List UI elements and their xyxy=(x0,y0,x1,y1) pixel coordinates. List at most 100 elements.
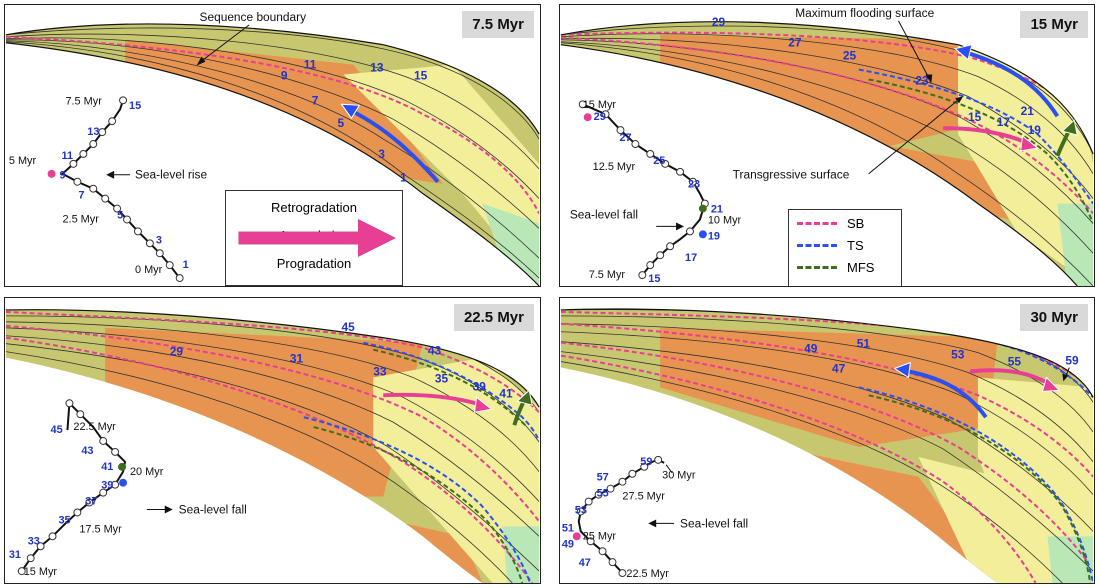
stage-number: 17 xyxy=(997,115,1011,129)
retrogradation-arrow xyxy=(347,107,440,184)
stage-number: 5 xyxy=(338,116,345,130)
curve-number: 53 xyxy=(575,504,587,516)
stage-number: 27 xyxy=(788,36,802,50)
curve-time-label: 17.5 Myr xyxy=(79,523,122,535)
curve-number: 39 xyxy=(101,480,113,492)
stage-number: 49 xyxy=(804,342,818,356)
stage-number: 9 xyxy=(281,68,288,82)
curve-number: 59 xyxy=(640,456,652,468)
legend-mfs: MFS xyxy=(789,256,901,278)
curve-number: 49 xyxy=(562,538,574,550)
curve-number: 23 xyxy=(688,179,700,191)
curve-time-label: 0 Myr xyxy=(135,264,163,276)
curve-time-label: 15 Myr xyxy=(583,99,617,111)
stage-number: 25 xyxy=(843,49,857,63)
sea-level-curve: 22.5 Myr 20 Myr 17.5 Myr 15 Myr 45 43 41… xyxy=(9,399,164,578)
panel-22-5-myr: 45 29 31 43 33 35 39 41 22.5 Myr xyxy=(4,297,541,584)
time-badge: 7.5 Myr xyxy=(462,11,534,38)
stage-number: 15 xyxy=(968,110,982,124)
panel-7-5-myr: 1 3 5 7 9 11 13 15 Sequence boundary xyxy=(4,4,541,287)
stage-number: 43 xyxy=(428,344,442,358)
stage-number: 41 xyxy=(499,386,513,400)
curve-number: 47 xyxy=(579,557,591,569)
stage-number: 35 xyxy=(435,371,449,385)
svg-text:Sea-level fall: Sea-level fall xyxy=(570,207,638,221)
legend-ts: TS xyxy=(789,234,901,256)
curve-time-label: 22.5 Myr xyxy=(73,421,116,433)
stage-number: 39 xyxy=(473,379,487,393)
curve-number: 41 xyxy=(101,461,113,473)
curve-number: 45 xyxy=(51,424,63,436)
curve-number: 17 xyxy=(685,252,697,264)
curve-number: 37 xyxy=(85,496,97,508)
stratigraphy-22-5-myr: 45 29 31 43 33 35 39 41 22.5 Myr xyxy=(5,309,540,583)
curve-time-label: 27.5 Myr xyxy=(622,491,665,503)
panel-30-myr: 49 51 47 53 55 59 30 Myr 27.5 xyxy=(559,297,1095,584)
time-badge: 30 Myr xyxy=(1020,304,1088,331)
curve-time-label: 10 Myr xyxy=(708,214,742,226)
stage-number: 19 xyxy=(1028,123,1042,137)
surface-legend: SB TS MFS xyxy=(788,209,902,286)
stage-number: 13 xyxy=(370,61,384,75)
curve-number: 13 xyxy=(87,126,99,138)
stage-number: 33 xyxy=(373,364,387,378)
curve-number: 21 xyxy=(711,204,723,216)
curve-time-label: 22.5 Myr xyxy=(626,568,669,580)
svg-text:Sea-level rise: Sea-level rise xyxy=(135,168,208,182)
curve-time-label: 20 Myr xyxy=(130,466,164,478)
curve-time-label: 15 Myr xyxy=(24,566,58,578)
curve-number: 33 xyxy=(28,535,40,547)
curve-number: 25 xyxy=(653,155,665,167)
curve-number: 1 xyxy=(183,259,189,271)
curve-number: 51 xyxy=(562,522,574,534)
stage-number: 59 xyxy=(1065,354,1079,368)
stage-number: 29 xyxy=(170,345,184,359)
stage-number: 53 xyxy=(951,348,965,362)
curve-number: 55 xyxy=(597,488,609,500)
curve-time-label: 7.5 Myr xyxy=(589,269,626,281)
curve-number: 5 xyxy=(117,209,123,221)
curve-number: 3 xyxy=(156,234,162,246)
curve-number: 27 xyxy=(619,132,631,144)
legend-sb: SB xyxy=(789,212,901,234)
curve-number: 29 xyxy=(594,111,606,123)
stage-number: 7 xyxy=(312,93,319,107)
stage-number: 21 xyxy=(1021,104,1035,118)
sea-level-fall-label: Sea-level fall xyxy=(146,502,247,516)
retrogradation-arrow xyxy=(962,49,1060,118)
curve-time-label: 7.5 Myr xyxy=(65,95,102,107)
svg-text:Sea-level fall: Sea-level fall xyxy=(179,502,247,516)
sea-level-fall-label: Sea-level fall xyxy=(648,516,748,530)
curve-number: 43 xyxy=(81,445,93,457)
stage-number: 55 xyxy=(1008,355,1022,369)
curve-number: 31 xyxy=(9,549,21,561)
stratigraphy-15-myr: 29 27 25 23 21 15 17 19 Maximum flooding… xyxy=(560,6,1094,286)
curve-number: 57 xyxy=(597,472,609,484)
time-badge: 15 Myr xyxy=(1020,11,1088,38)
panel-15-myr: 29 27 25 23 21 15 17 19 Maximum flooding… xyxy=(559,4,1095,287)
progradation-arrow xyxy=(383,392,484,408)
stage-number: 51 xyxy=(857,337,871,351)
pink-arrow-icon xyxy=(238,219,396,257)
curve-time-label: 5 Myr xyxy=(9,155,37,167)
stage-number: 23 xyxy=(915,73,929,87)
curve-number: 11 xyxy=(62,150,74,162)
legend-progradation: Progradation xyxy=(226,219,402,277)
sequence-boundary-callout: Sequence boundary xyxy=(200,10,307,24)
curve-number: 35 xyxy=(59,514,71,526)
curve-number: 15 xyxy=(129,100,141,112)
stage-number: 45 xyxy=(342,320,356,334)
stage-number: 15 xyxy=(414,68,428,82)
curve-number: 15 xyxy=(648,273,660,285)
sea-level-rise-label: Sea-level rise xyxy=(106,168,207,182)
curve-time-label: 30 Myr xyxy=(662,470,696,482)
stage-number: 47 xyxy=(832,361,846,375)
sea-level-curve: 7.5 Myr 5 Myr 2.5 Myr 0 Myr 15 13 11 9 7… xyxy=(9,95,189,283)
curve-time-label: 25 Myr xyxy=(583,530,617,542)
svg-text:Sea-level fall: Sea-level fall xyxy=(680,516,748,530)
curve-number: 19 xyxy=(708,230,720,242)
time-badge: 22.5 Myr xyxy=(453,304,534,331)
curve-number: 9 xyxy=(60,170,66,182)
stratigraphy-7-5-myr: 1 3 5 7 9 11 13 15 Sequence boundary xyxy=(5,10,540,286)
sea-level-curve: 15 Myr 12.5 Myr 10 Myr 7.5 Myr 29 27 25 … xyxy=(578,99,742,285)
